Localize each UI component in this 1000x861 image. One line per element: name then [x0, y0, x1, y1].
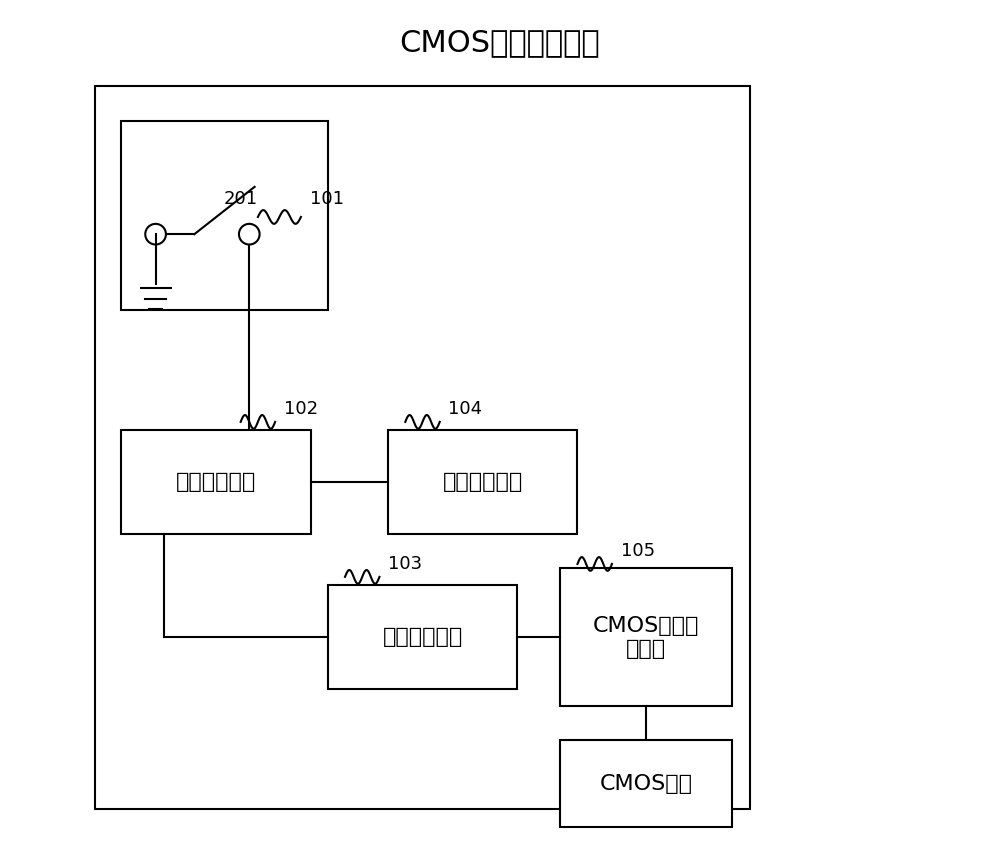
Text: 嵌入式控制器: 嵌入式控制器: [443, 472, 523, 492]
Bar: [121, 121, 328, 310]
Text: 第一延时模块: 第一延时模块: [176, 472, 256, 492]
Bar: [560, 740, 732, 827]
Text: 104: 104: [448, 400, 482, 418]
Text: 102: 102: [284, 400, 318, 418]
Bar: [95, 86, 750, 809]
Text: 201: 201: [224, 190, 258, 208]
Bar: [328, 585, 517, 689]
Text: 105: 105: [621, 542, 655, 560]
Text: CMOS数据清
除模块: CMOS数据清 除模块: [593, 616, 700, 659]
Bar: [121, 430, 311, 534]
Bar: [388, 430, 577, 534]
Bar: [560, 568, 732, 706]
Text: CMOS数据清除电路: CMOS数据清除电路: [400, 28, 600, 58]
Text: 101: 101: [310, 190, 344, 208]
Text: 103: 103: [388, 554, 422, 573]
Text: 第二延时模块: 第二延时模块: [382, 627, 463, 647]
Text: CMOS芯片: CMOS芯片: [600, 773, 693, 794]
